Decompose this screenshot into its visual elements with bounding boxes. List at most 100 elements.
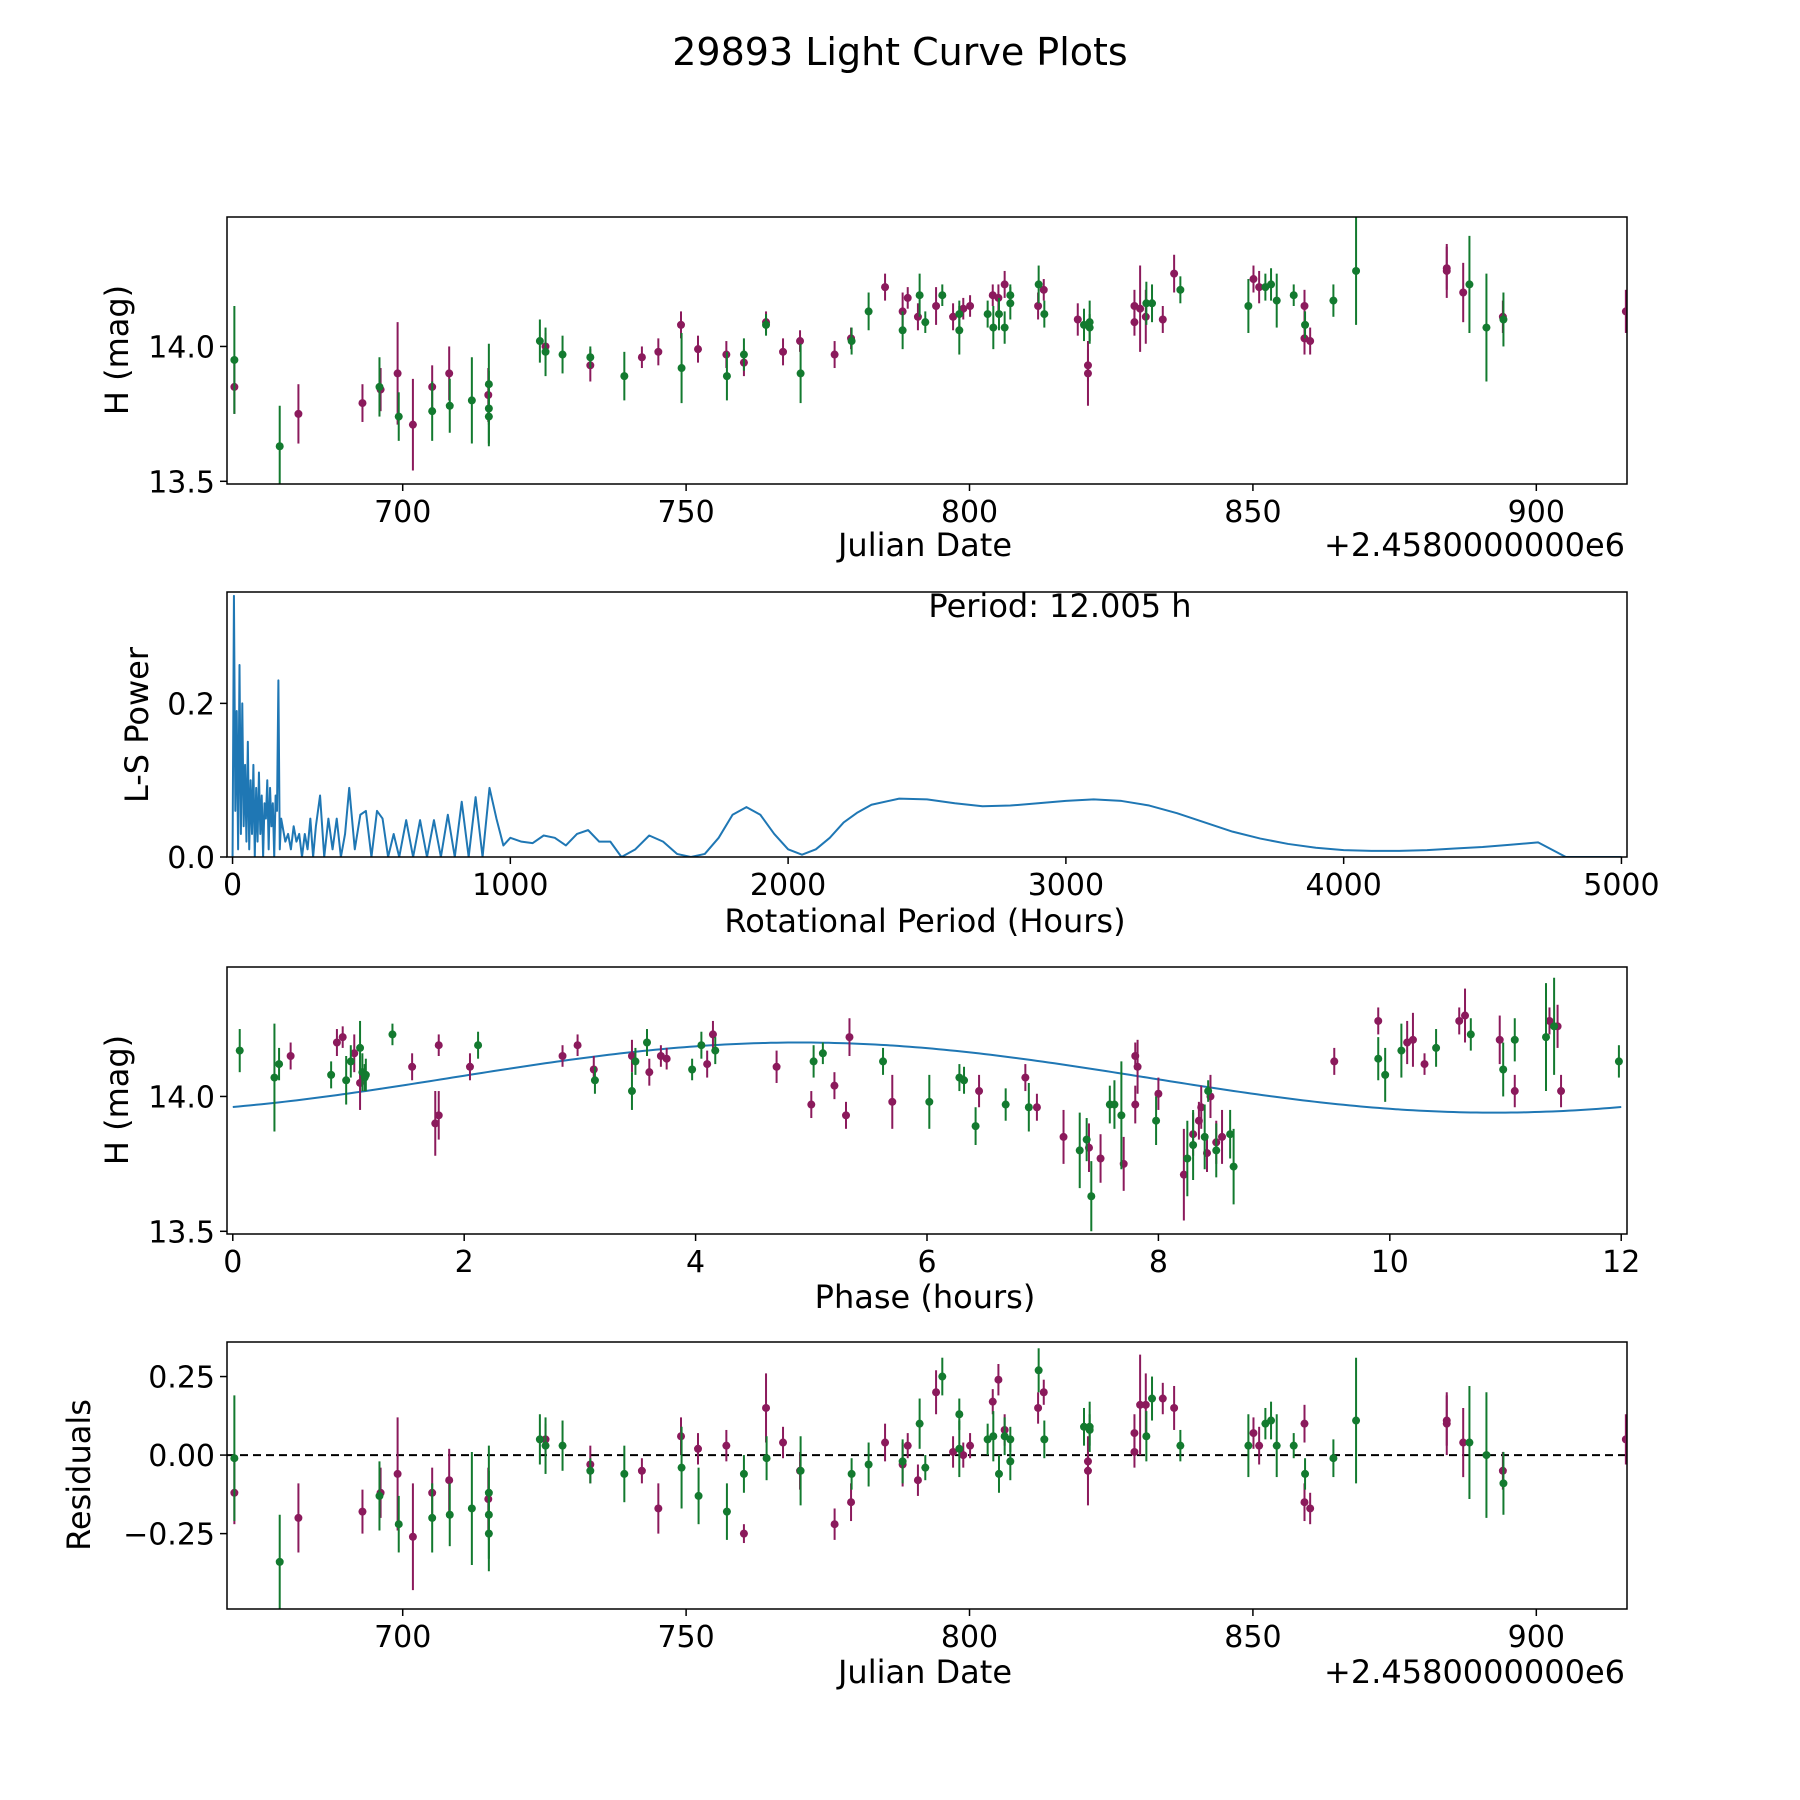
data-point — [230, 1454, 239, 1463]
data-point — [637, 1466, 646, 1475]
data-point — [1131, 1100, 1140, 1109]
residuals-y-tick-label: 0.00 — [148, 1439, 215, 1474]
data-point — [949, 312, 958, 321]
data-point — [779, 347, 788, 356]
data-point — [428, 1513, 437, 1522]
data-point — [694, 1444, 703, 1453]
data-point — [627, 1087, 636, 1096]
data-point — [949, 1447, 958, 1456]
residuals-y-label: Residuals — [60, 1399, 98, 1551]
data-point — [694, 1491, 703, 1500]
data-point — [1085, 1422, 1094, 1431]
data-point — [1204, 1087, 1213, 1096]
data-point — [1034, 1366, 1043, 1375]
data-point — [1614, 1057, 1623, 1066]
data-point — [739, 1469, 748, 1478]
data-point — [703, 1060, 712, 1069]
data-point — [722, 1441, 731, 1450]
data-point — [1075, 1146, 1084, 1155]
data-point — [327, 1070, 336, 1079]
data-point — [275, 1557, 284, 1566]
data-point — [294, 1513, 303, 1522]
data-point — [1148, 1394, 1157, 1403]
data-point — [1001, 1100, 1010, 1109]
data-point — [408, 1062, 417, 1071]
data-point — [1085, 318, 1094, 327]
periodogram-y-label: L-S Power — [118, 646, 156, 803]
data-point — [1621, 307, 1627, 316]
residuals-y-tick-label: −0.25 — [123, 1518, 215, 1553]
data-point — [1032, 1103, 1041, 1112]
data-point — [1158, 1394, 1167, 1403]
data-point — [847, 1469, 856, 1478]
data-point — [1176, 1441, 1185, 1450]
data-point — [1179, 1170, 1188, 1179]
data-point — [1141, 1400, 1150, 1409]
data-point — [677, 1463, 686, 1472]
data-point — [994, 310, 1003, 319]
periodogram-panel: Rotational Period (Hours) L-S Power Peri… — [118, 587, 1660, 940]
data-point — [1039, 285, 1048, 294]
data-point — [921, 318, 930, 327]
data-point — [677, 364, 686, 373]
data-point — [807, 1100, 816, 1109]
data-point — [1082, 1135, 1091, 1144]
data-point — [1200, 1132, 1209, 1141]
data-point — [1542, 1033, 1551, 1042]
periodogram-x-tick-label: 3000 — [1028, 868, 1104, 903]
data-point — [762, 1403, 771, 1412]
data-point — [1272, 296, 1281, 305]
data-point — [932, 302, 941, 310]
data-point — [1176, 285, 1185, 294]
data-point — [1329, 1454, 1338, 1463]
residuals-series-filter-2 — [230, 1348, 1508, 1609]
data-point — [796, 337, 805, 346]
data-point — [830, 1520, 839, 1529]
data-point — [394, 412, 403, 421]
data-point — [842, 1111, 851, 1120]
data-point — [1499, 1065, 1508, 1074]
data-point — [1154, 1089, 1163, 1098]
data-point — [960, 1076, 969, 1085]
phased-series-filter-2 — [235, 977, 1623, 1232]
data-point — [431, 1119, 440, 1128]
data-point — [445, 369, 454, 378]
data-point — [830, 1081, 839, 1090]
data-point — [275, 1060, 284, 1069]
data-point — [938, 1372, 947, 1381]
data-point — [994, 1375, 1003, 1384]
data-point — [1006, 291, 1015, 300]
data-point — [1170, 1403, 1179, 1412]
data-point — [1083, 1466, 1092, 1475]
data-point — [955, 326, 964, 335]
data-point — [932, 1388, 941, 1397]
data-point — [830, 350, 839, 359]
data-point — [434, 1111, 443, 1120]
data-point — [408, 1532, 417, 1541]
lightcurve-series-filter-2 — [230, 217, 1508, 484]
data-point — [975, 1087, 984, 1096]
data-point — [1397, 1046, 1406, 1055]
figure-title: 29893 Light Curve Plots — [672, 30, 1127, 74]
data-point — [913, 1476, 922, 1485]
data-point — [1000, 323, 1009, 332]
lightcurve-y-label: H (mag) — [98, 285, 136, 415]
data-point — [913, 312, 922, 321]
data-point — [938, 291, 947, 300]
data-point — [1255, 1441, 1264, 1450]
data-point — [358, 399, 367, 408]
data-point — [1545, 1016, 1554, 1025]
data-point — [541, 1441, 550, 1450]
data-point — [654, 1504, 663, 1513]
data-point — [1300, 1419, 1309, 1428]
data-point — [1024, 1103, 1033, 1112]
data-point — [1148, 299, 1157, 308]
data-point — [888, 1097, 897, 1106]
data-point — [1459, 288, 1468, 297]
data-point — [1306, 1504, 1315, 1513]
data-point — [1442, 1416, 1451, 1425]
data-point — [445, 401, 454, 410]
lightcurve-x-label: Julian Date — [836, 526, 1012, 564]
data-point — [1087, 1192, 1096, 1201]
